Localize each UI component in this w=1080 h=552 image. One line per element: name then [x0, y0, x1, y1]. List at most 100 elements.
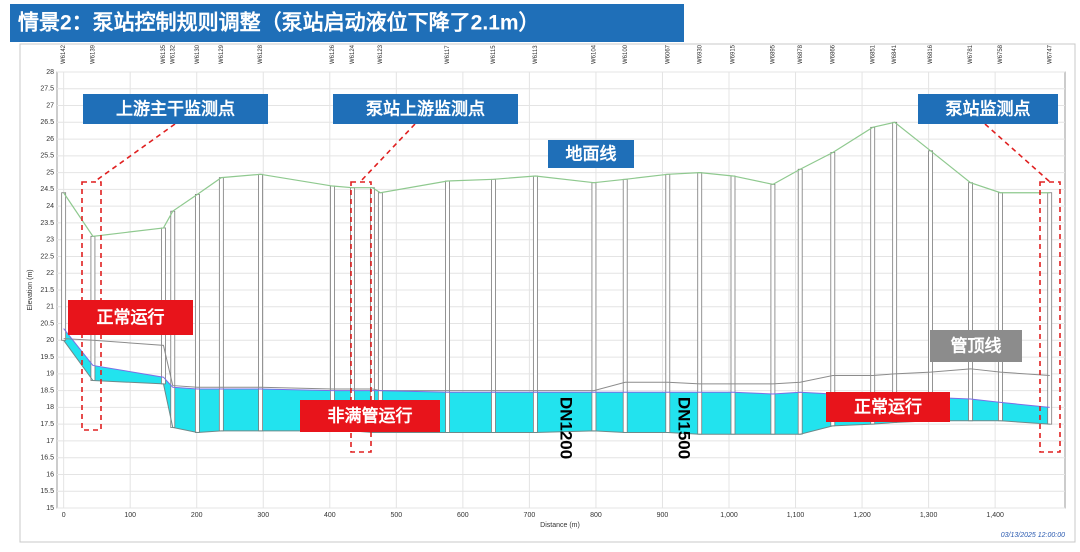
annotation-box — [826, 392, 950, 422]
annotation-box — [333, 94, 518, 124]
x-tick-label: 200 — [191, 512, 203, 519]
y-tick-label: 28 — [46, 69, 54, 76]
series-line — [63, 121, 1050, 237]
y-tick-label: 24.5 — [40, 186, 54, 193]
x-tick-label: 0 — [62, 512, 66, 519]
manhole — [591, 182, 597, 432]
node-label: W6841 — [892, 44, 898, 64]
manhole — [870, 126, 876, 425]
x-tick-label: 300 — [257, 512, 269, 519]
y-tick-label: 25.5 — [40, 153, 54, 160]
y-tick-label: 15.5 — [40, 488, 54, 495]
node-label: W6128 — [258, 44, 264, 64]
x-axis-title: Distance (m) — [540, 522, 580, 529]
x-tick-label: 1,300 — [920, 512, 938, 519]
y-tick-label: 20 — [46, 337, 54, 344]
annotation-box — [918, 94, 1058, 124]
x-tick-label: 900 — [657, 512, 669, 519]
node-label: W6130 — [195, 44, 201, 64]
y-tick-label: 21.5 — [40, 287, 54, 294]
manhole — [697, 172, 703, 435]
node-label: W6124 — [350, 44, 356, 64]
annotation-box — [930, 330, 1022, 362]
annotation-text: 上游主干监测点 — [116, 98, 235, 118]
manhole — [258, 173, 263, 432]
manhole — [194, 194, 200, 433]
annotation-box — [68, 300, 193, 335]
annotation-box — [83, 94, 268, 124]
manhole — [445, 180, 450, 433]
manhole — [61, 192, 67, 341]
node-label: W6878 — [798, 44, 804, 64]
annotation-box — [548, 140, 634, 168]
pipe-size-label: DN1200 — [557, 397, 576, 459]
y-tick-label: 23.5 — [40, 220, 54, 227]
annotation-text: 正常运行 — [854, 396, 922, 416]
manhole — [1047, 192, 1053, 425]
manhole — [770, 183, 776, 435]
manhole — [797, 168, 803, 435]
y-tick-label: 18.5 — [40, 387, 54, 394]
y-tick-label: 19.5 — [40, 354, 54, 361]
annotation-text: 地面线 — [566, 143, 617, 163]
node-label: W6781 — [968, 44, 974, 64]
node-label: W6100 — [623, 44, 629, 64]
node-label: W6129 — [219, 44, 225, 64]
y-tick-label: 18 — [46, 404, 54, 411]
manhole — [622, 178, 628, 433]
manhole — [830, 152, 836, 427]
node-label: W6113 — [533, 45, 539, 64]
y-tick-label: 17 — [46, 438, 54, 445]
node-label: W6104 — [592, 44, 598, 64]
node-label: W6115 — [491, 45, 497, 64]
timestamp: 03/13/2025 12:00:00 — [1001, 532, 1065, 539]
y-tick-label: 16.5 — [40, 455, 54, 462]
y-axis-title: Elevation (m) — [27, 269, 34, 310]
x-tick-label: 500 — [390, 512, 402, 519]
manhole — [968, 182, 973, 422]
annotation-text: 泵站监测点 — [946, 98, 1031, 118]
node-label: W6067 — [665, 44, 671, 64]
y-tick-label: 22 — [46, 270, 54, 277]
manhole — [928, 150, 933, 422]
node-label: W6816 — [928, 44, 934, 64]
y-tick-label: 25 — [46, 169, 54, 176]
y-tick-label: 24 — [46, 203, 54, 210]
series-line — [63, 340, 1050, 435]
manhole — [730, 175, 736, 435]
node-label: W6915 — [731, 44, 737, 64]
annotation-box — [300, 400, 440, 432]
node-label: W6747 — [1047, 44, 1053, 64]
pipe-size-label: DN1500 — [675, 397, 694, 459]
annotation-text: 泵站上游监测点 — [366, 98, 485, 118]
y-tick-label: 20.5 — [40, 320, 54, 327]
node-label: W6132 — [170, 44, 176, 64]
y-tick-label: 17.5 — [40, 421, 54, 428]
annotation-text: 正常运行 — [97, 307, 165, 327]
y-tick-label: 21 — [46, 304, 54, 311]
node-label: W6758 — [998, 44, 1004, 64]
x-tick-label: 1,400 — [986, 512, 1004, 519]
annotation-text: 非满管运行 — [328, 405, 413, 425]
manhole — [491, 178, 496, 433]
y-tick-label: 26 — [46, 136, 54, 143]
chart-title: 情景2：泵站控制规则调整（泵站启动液位下降了2.1m） — [18, 11, 540, 35]
node-label: W6126 — [330, 44, 336, 64]
manhole — [998, 192, 1003, 422]
manhole — [892, 121, 898, 423]
node-label: W6851 — [870, 44, 876, 64]
node-label: W6866 — [830, 44, 836, 64]
y-tick-label: 19 — [46, 371, 54, 378]
node-label: W6123 — [378, 44, 384, 64]
y-tick-label: 27.5 — [40, 86, 54, 93]
x-tick-label: 1,100 — [787, 512, 805, 519]
x-tick-label: 400 — [324, 512, 336, 519]
x-tick-label: 800 — [590, 512, 602, 519]
manhole — [218, 177, 224, 432]
manhole — [330, 185, 335, 432]
title-banner — [10, 4, 684, 42]
manhole — [532, 175, 538, 433]
annotation-text: 管顶线 — [951, 335, 1002, 355]
node-label: W6930 — [697, 44, 703, 64]
